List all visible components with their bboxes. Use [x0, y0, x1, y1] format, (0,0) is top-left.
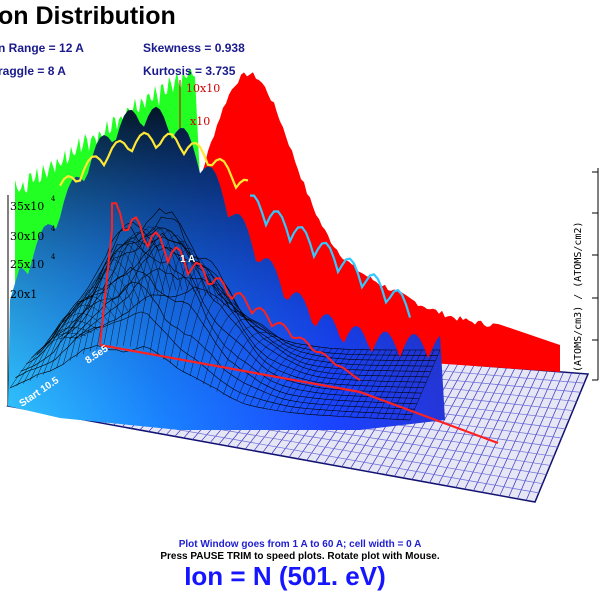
left-tick-30: 30x10 [10, 230, 44, 243]
red-baseline [99, 343, 499, 445]
plot-window-text: Plot Window goes from 1 A to 60 A; cell … [178, 539, 422, 550]
depth-label: 1 A [180, 254, 195, 265]
svg-text:4: 4 [51, 253, 56, 261]
svg-text:4: 4 [51, 195, 56, 203]
straggle-stat: raggle = 8 A [0, 64, 66, 78]
left-tick-20: 20x1 [10, 288, 37, 301]
ion-range-stat: n Range = 12 A [0, 41, 84, 55]
hint-text: Press PAUSE TRIM to speed plots. Rotate … [160, 551, 440, 562]
right-axis-label: (ATOMS/cm3) / (ATOMS/cm2) [573, 221, 584, 372]
left-axis-ticks: 35x10 4 30x10 4 25x10 4 20x1 [10, 195, 56, 301]
red-tick-x: x10 [190, 115, 210, 128]
right-axis: (ATOMS/cm3) / (ATOMS/cm2) [573, 168, 599, 381]
left-tick-25: 25x10 [10, 258, 44, 271]
red-tick-10: 10x10 [186, 82, 220, 95]
left-tick-35: 35x10 [10, 200, 44, 213]
ion-label: Ion = N (501. eV) [184, 561, 386, 591]
kurtosis-stat: Kurtosis = 3.735 [143, 64, 236, 78]
page-title: on Distribution [0, 2, 176, 30]
red-profile-line [99, 202, 361, 381]
svg-text:4: 4 [51, 225, 56, 233]
red-axis-ticks: 10x10 x10 [186, 82, 220, 128]
skewness-stat: Skewness = 0.938 [143, 41, 245, 55]
